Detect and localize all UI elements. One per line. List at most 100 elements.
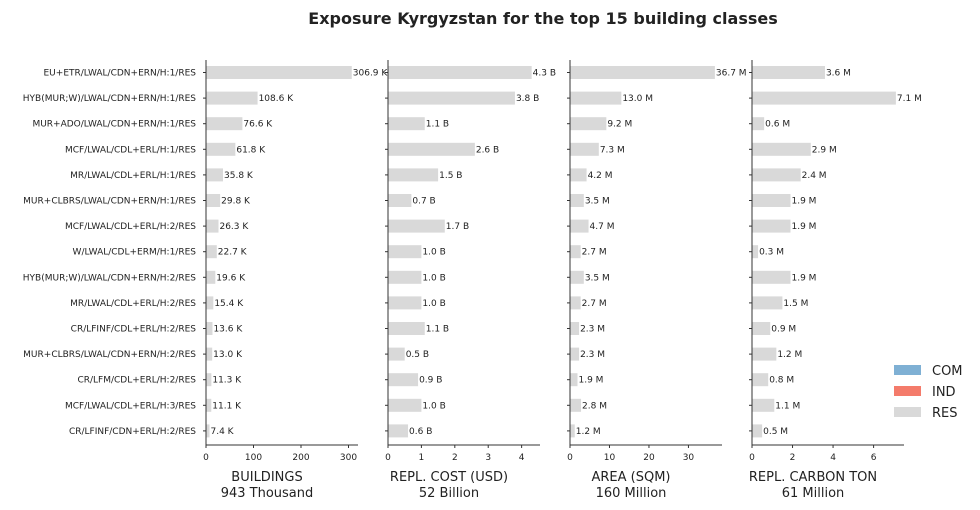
- category-label: EU+ETR/LWAL/CDN+ERN/H:1/RES: [44, 69, 197, 79]
- bar-value-label: 0.5 M: [763, 427, 788, 437]
- bar: [570, 373, 578, 387]
- bar: [206, 194, 221, 207]
- legend-label-res: RES: [932, 406, 958, 421]
- bar: [388, 424, 409, 438]
- x-tick-label: 2: [452, 453, 458, 463]
- category-label: W/LWAL/CDL+ERM/H:1/RES: [73, 248, 197, 258]
- bar: [570, 424, 575, 438]
- bar-value-label: 1.9 M: [792, 197, 817, 207]
- bar-value-label: 13.0 M: [622, 94, 653, 104]
- bar: [752, 194, 791, 207]
- category-label: MUR+CLBRS/LWAL/CDN+ERN/H:2/RES: [23, 350, 196, 360]
- bar: [206, 91, 258, 105]
- category-label: MUR+ADO/LWAL/CDN+ERN/H:1/RES: [32, 120, 196, 130]
- category-label: MCF/LWAL/CDL+ERL/H:2/RES: [65, 222, 196, 232]
- bar: [570, 347, 580, 361]
- bar: [570, 296, 581, 310]
- bar-value-label: 2.7 M: [582, 248, 607, 258]
- bar: [388, 219, 445, 233]
- bar-value-label: 26.3 K: [219, 222, 249, 232]
- x-tick-label: 1: [419, 453, 425, 463]
- bar: [752, 398, 775, 412]
- bar: [388, 142, 475, 156]
- bar: [752, 168, 801, 182]
- bar-value-label: 0.9 M: [771, 325, 796, 335]
- bar: [570, 322, 580, 335]
- bar-value-label: 108.6 K: [259, 94, 295, 104]
- x-axis-label: AREA (SQM): [591, 470, 670, 485]
- x-axis-total: 943 Thousand: [221, 486, 314, 501]
- bar: [388, 91, 515, 105]
- bar: [570, 398, 582, 412]
- bar-value-label: 1.1 M: [775, 401, 800, 411]
- bar-value-label: 1.9 M: [792, 273, 817, 283]
- bar: [388, 117, 425, 131]
- category-label: MUR+CLBRS/LWAL/CDN+ERN/H:1/RES: [23, 197, 196, 207]
- x-tick-label: 200: [292, 453, 309, 463]
- category-label: CR/LFINF/CDN+ERL/H:2/RES: [69, 427, 196, 437]
- x-axis-total: 52 Billion: [419, 486, 479, 501]
- bar: [752, 322, 771, 335]
- chart-title: Exposure Kyrgyzstan for the top 15 build…: [308, 9, 777, 28]
- category-label: MR/LWAL/CDL+ERL/H:2/RES: [70, 299, 196, 309]
- x-tick-label: 0: [749, 453, 755, 463]
- bar-value-label: 2.7 M: [582, 299, 607, 309]
- bar: [388, 322, 425, 335]
- bar-value-label: 76.6 K: [243, 120, 273, 130]
- x-axis-total: 61 Million: [782, 486, 845, 501]
- legend-label-com: COM: [932, 364, 963, 379]
- bar: [752, 91, 896, 105]
- bar: [206, 296, 214, 310]
- bar: [206, 142, 236, 156]
- bar-value-label: 1.1 B: [426, 120, 449, 130]
- bar: [388, 347, 405, 361]
- bar: [752, 117, 765, 131]
- panel-2: 4.3 B 3.8 B 1.1 B 2.6 B 1.5 B 0.7 B 1.7 B 1.0 B…: [385, 60, 556, 501]
- category-label: MCF/LWAL/CDL+ERL/H:3/RES: [65, 401, 196, 411]
- bar-value-label: 11.1 K: [212, 401, 242, 411]
- bar-value-label: 2.6 B: [476, 145, 499, 155]
- x-tick-label: 0: [203, 453, 209, 463]
- bar: [752, 142, 811, 156]
- category-label: HYB(MUR;W)/LWAL/CDN+ERN/H:2/RES: [23, 273, 197, 283]
- bar-value-label: 36.7 M: [716, 69, 747, 79]
- category-label: HYB(MUR;W)/LWAL/CDN+ERN/H:1/RES: [23, 94, 197, 104]
- bar-value-label: 4.7 M: [590, 222, 615, 232]
- bar-value-label: 3.8 B: [516, 94, 539, 104]
- bar-value-label: 1.9 M: [579, 376, 604, 386]
- x-tick-label: 100: [245, 453, 262, 463]
- bar-value-label: 2.8 M: [582, 401, 607, 411]
- x-axis-label: REPL. CARBON TON: [749, 470, 877, 485]
- bar: [570, 219, 589, 233]
- bar-value-label: 1.0 B: [422, 299, 445, 309]
- bar-value-label: 2.3 M: [580, 350, 605, 360]
- bar: [752, 270, 791, 284]
- bar: [206, 373, 212, 387]
- x-tick-label: 0: [567, 453, 573, 463]
- x-tick-label: 3: [485, 453, 491, 463]
- bar-value-label: 1.0 B: [422, 273, 445, 283]
- panel-3: 36.7 M 13.0 M 9.2 M 7.3 M 4.2 M 3.5 M 4.7 M 2.7…: [567, 60, 747, 501]
- bar-value-label: 3.5 M: [585, 273, 610, 283]
- bar: [388, 194, 412, 207]
- bar: [570, 91, 622, 105]
- bar: [206, 398, 212, 412]
- bar: [206, 245, 217, 259]
- x-axis-total: 160 Million: [596, 486, 667, 501]
- panel-1: 306.9 K 108.6 K 76.6 K 61.8 K 35.8 K 29.8 K 26…: [203, 60, 388, 501]
- bar: [388, 398, 422, 412]
- bar-value-label: 4.3 B: [533, 69, 556, 79]
- category-label: MCF/LWAL/CDL+ERL/H:1/RES: [65, 145, 196, 155]
- bar-value-label: 1.0 B: [422, 248, 445, 258]
- legend-label-ind: IND: [932, 385, 956, 400]
- category-label: CR/LFINF/CDL+ERL/H:2/RES: [71, 325, 197, 335]
- bar-value-label: 1.1 B: [426, 325, 449, 335]
- bar: [388, 373, 419, 387]
- bar: [570, 168, 587, 182]
- category-label: CR/LFM/CDL+ERL/H:2/RES: [77, 376, 196, 386]
- bar: [206, 347, 213, 361]
- bar: [388, 168, 439, 182]
- bar: [752, 424, 763, 438]
